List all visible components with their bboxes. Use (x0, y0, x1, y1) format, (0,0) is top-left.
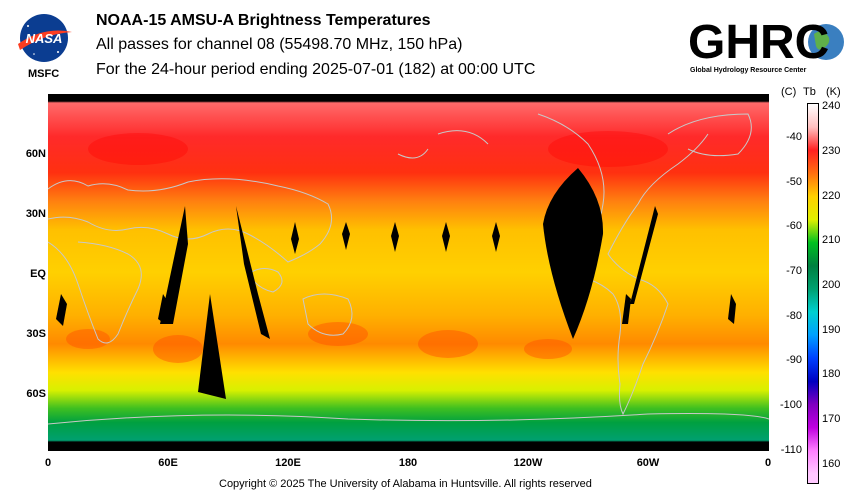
lat-label-eq: EQ (30, 268, 46, 280)
lat-label-60n: 60N (25, 148, 46, 160)
lon-label-120e: 120E (275, 457, 301, 469)
celsius-tick: -90 (786, 354, 802, 366)
nasa-logo: NASA (18, 14, 72, 62)
coastlines (48, 113, 769, 425)
lat-label-60s: 60S (26, 388, 46, 400)
lon-label-0-east: 0 (764, 457, 772, 469)
lon-label-60e: 60E (158, 457, 178, 469)
celsius-tick: -110 (780, 444, 802, 456)
cool-red-patches (88, 131, 668, 167)
page-title: NOAA-15 AMSU-A Brightness Temperatures (96, 12, 431, 29)
brightness-temperature-map (48, 94, 769, 451)
celsius-tick: -50 (786, 176, 802, 188)
lat-label-30n: 30N (25, 208, 46, 220)
celsius-tick: -80 (786, 310, 802, 322)
copyright-notice: Copyright © 2025 The University of Alaba… (219, 478, 592, 490)
kelvin-tick: 200 (822, 279, 841, 291)
kelvin-tick: 220 (822, 190, 841, 202)
no-data-swaths (56, 168, 736, 399)
nasa-logo-text: NASA (26, 31, 63, 46)
lon-label-120w: 120W (513, 457, 543, 469)
period-subtitle: For the 24-hour period ending 2025-07-01… (96, 61, 536, 78)
ghrc-logo-caption: Global Hydrology Resource Center (690, 67, 807, 74)
kelvin-tick: 180 (822, 368, 841, 380)
celsius-tick: -100 (779, 399, 802, 411)
kelvin-tick: 170 (822, 413, 841, 425)
colorbar-header-tb: Tb (803, 86, 816, 98)
celsius-tick: -60 (786, 220, 802, 232)
channel-subtitle: All passes for channel 08 (55498.70 MHz,… (96, 36, 463, 53)
msfc-caption: MSFC (28, 68, 60, 80)
colorbar (807, 103, 819, 484)
lon-label-60w: 60W (636, 457, 660, 469)
kelvin-tick: 210 (822, 234, 841, 246)
colorbar-header-celsius: (C) (781, 86, 797, 98)
lat-label-30s: 30S (26, 328, 46, 340)
temperature-field (48, 94, 769, 451)
kelvin-tick: 240 (822, 100, 841, 112)
kelvin-tick: 190 (822, 324, 841, 336)
colorbar-header-kelvin: (K) (826, 86, 841, 98)
celsius-tick: -70 (786, 265, 802, 277)
celsius-tick: -40 (786, 131, 802, 143)
ghrc-logo-text: GHRC (688, 16, 829, 69)
lon-label-180: 180 (398, 457, 418, 469)
kelvin-tick: 160 (822, 458, 841, 470)
lon-label-0: 0 (44, 457, 52, 469)
warm-patches (66, 322, 572, 363)
ghrc-logo: GHRC Global Hydrology Resource Center (688, 16, 844, 74)
kelvin-tick: 230 (822, 145, 841, 157)
